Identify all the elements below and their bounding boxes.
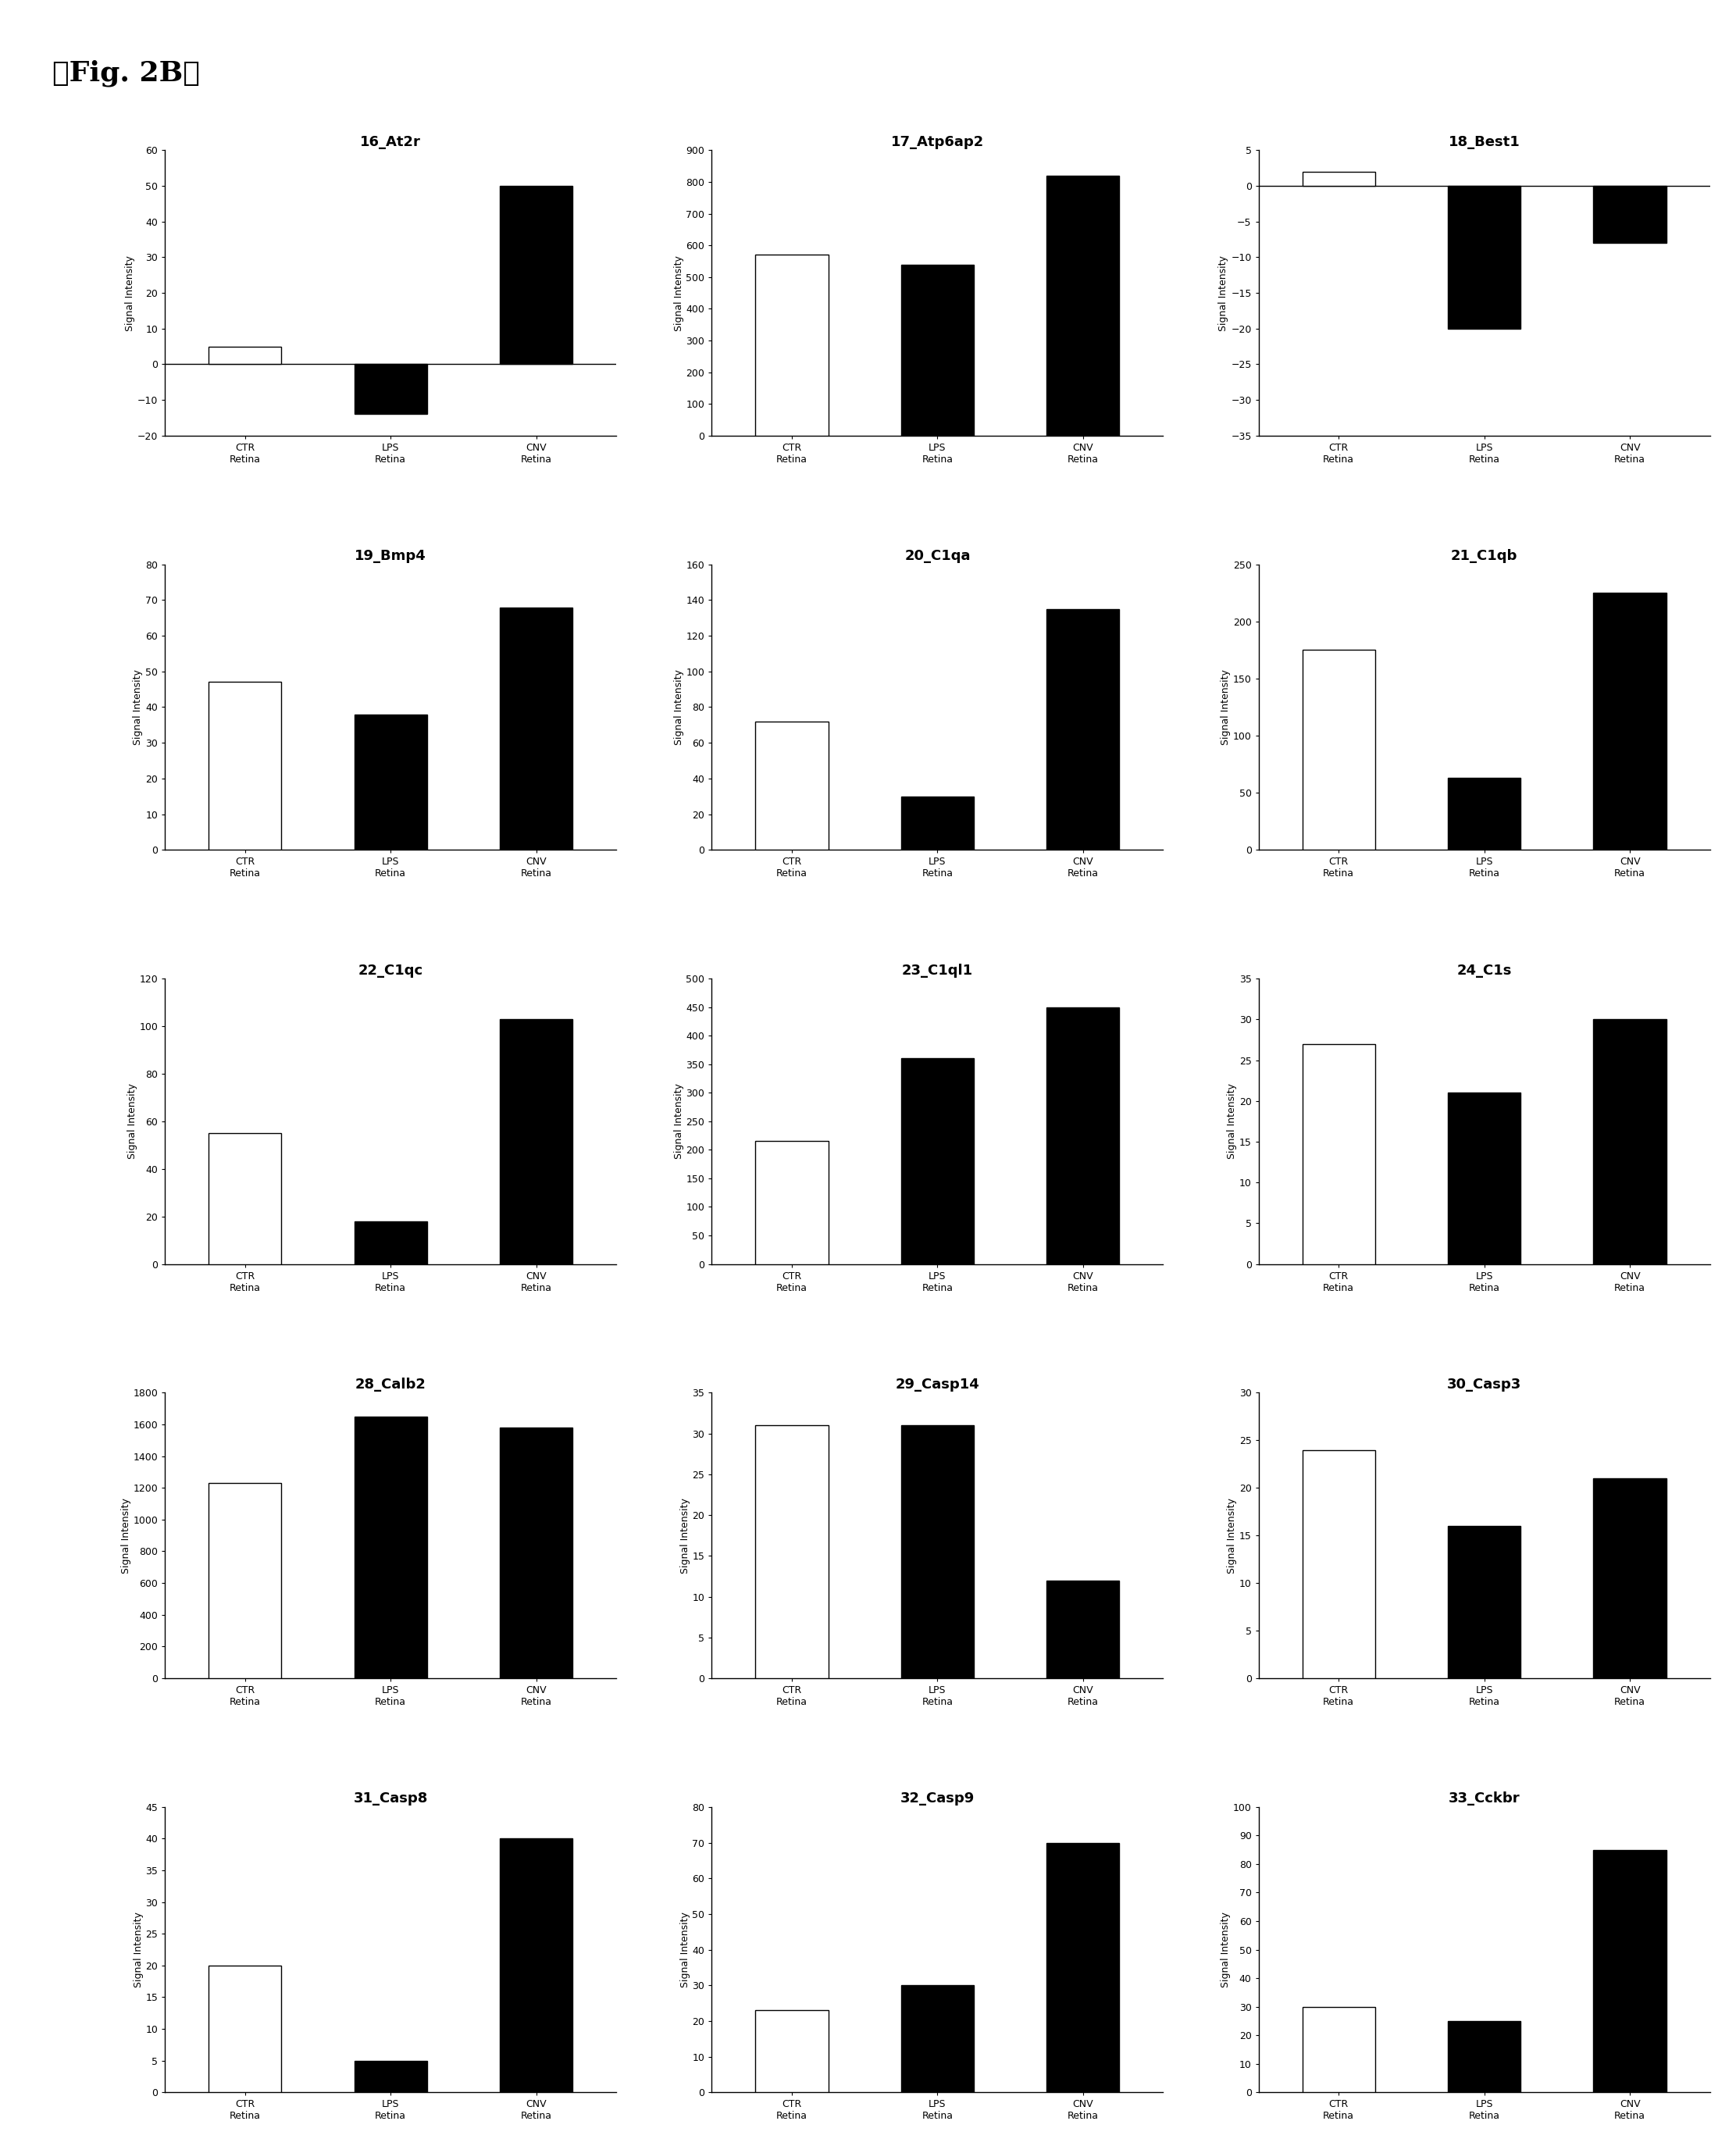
- Bar: [208, 346, 281, 365]
- Y-axis label: Signal Intensity: Signal Intensity: [1220, 1912, 1231, 1987]
- Bar: [901, 1058, 974, 1264]
- Title: 20_C1qa: 20_C1qa: [904, 549, 970, 562]
- Y-axis label: Signal Intensity: Signal Intensity: [1227, 1498, 1238, 1573]
- Y-axis label: Signal Intensity: Signal Intensity: [674, 670, 684, 745]
- Bar: [500, 1019, 573, 1264]
- Bar: [1448, 2022, 1521, 2092]
- Title: 33_Cckbr: 33_Cckbr: [1448, 1792, 1521, 1805]
- Bar: [1047, 176, 1120, 436]
- Bar: [755, 1425, 828, 1678]
- Bar: [755, 721, 828, 850]
- Bar: [1448, 1092, 1521, 1264]
- Bar: [755, 2011, 828, 2092]
- Title: 18_Best1: 18_Best1: [1448, 135, 1521, 148]
- Bar: [1448, 777, 1521, 850]
- Y-axis label: Signal Intensity: Signal Intensity: [122, 1498, 130, 1573]
- Title: 29_Casp14: 29_Casp14: [896, 1378, 979, 1391]
- Bar: [901, 1985, 974, 2092]
- Bar: [1302, 1043, 1375, 1264]
- Bar: [1594, 1850, 1667, 2092]
- Bar: [755, 255, 828, 436]
- Bar: [1047, 1843, 1120, 2092]
- Title: 32_Casp9: 32_Casp9: [901, 1792, 974, 1805]
- Title: 23_C1ql1: 23_C1ql1: [903, 964, 972, 976]
- Bar: [1448, 187, 1521, 328]
- Bar: [1594, 1019, 1667, 1264]
- Bar: [354, 715, 427, 850]
- Y-axis label: Signal Intensity: Signal Intensity: [134, 1912, 144, 1987]
- Bar: [208, 1966, 281, 2092]
- Y-axis label: Signal Intensity: Signal Intensity: [1220, 670, 1231, 745]
- Bar: [1302, 1451, 1375, 1678]
- Y-axis label: Signal Intensity: Signal Intensity: [681, 1498, 691, 1573]
- Bar: [901, 796, 974, 850]
- Bar: [500, 1427, 573, 1678]
- Bar: [1047, 1006, 1120, 1264]
- Title: 28_Calb2: 28_Calb2: [356, 1378, 425, 1391]
- Y-axis label: Signal Intensity: Signal Intensity: [1227, 1084, 1238, 1159]
- Bar: [1302, 650, 1375, 850]
- Y-axis label: Signal Intensity: Signal Intensity: [125, 255, 135, 330]
- Title: 17_Atp6ap2: 17_Atp6ap2: [891, 135, 984, 148]
- Bar: [208, 1483, 281, 1678]
- Bar: [755, 1142, 828, 1264]
- Text: 『Fig. 2B』: 『Fig. 2B』: [52, 60, 200, 88]
- Title: 16_At2r: 16_At2r: [359, 135, 422, 148]
- Y-axis label: Signal Intensity: Signal Intensity: [1219, 255, 1229, 330]
- Bar: [500, 607, 573, 850]
- Bar: [354, 1221, 427, 1264]
- Title: 31_Casp8: 31_Casp8: [354, 1792, 427, 1805]
- Y-axis label: Signal Intensity: Signal Intensity: [681, 1912, 689, 1987]
- Bar: [901, 1425, 974, 1678]
- Y-axis label: Signal Intensity: Signal Intensity: [134, 670, 142, 745]
- Bar: [208, 1133, 281, 1264]
- Bar: [1594, 592, 1667, 850]
- Title: 30_Casp3: 30_Casp3: [1448, 1378, 1521, 1391]
- Bar: [354, 365, 427, 414]
- Title: 19_Bmp4: 19_Bmp4: [354, 549, 427, 562]
- Bar: [1047, 609, 1120, 850]
- Bar: [500, 1839, 573, 2092]
- Bar: [901, 264, 974, 436]
- Bar: [354, 1416, 427, 1678]
- Bar: [1448, 1526, 1521, 1678]
- Bar: [1594, 1479, 1667, 1678]
- Bar: [1047, 1579, 1120, 1678]
- Bar: [1302, 172, 1375, 187]
- Y-axis label: Signal Intensity: Signal Intensity: [127, 1084, 137, 1159]
- Bar: [1594, 187, 1667, 242]
- Bar: [354, 2060, 427, 2092]
- Y-axis label: Signal Intensity: Signal Intensity: [674, 1084, 684, 1159]
- Title: 21_C1qb: 21_C1qb: [1451, 549, 1517, 562]
- Title: 22_C1qc: 22_C1qc: [358, 964, 424, 976]
- Bar: [500, 187, 573, 365]
- Bar: [208, 682, 281, 850]
- Y-axis label: Signal Intensity: Signal Intensity: [674, 255, 684, 330]
- Title: 24_C1s: 24_C1s: [1457, 964, 1512, 976]
- Bar: [1302, 2007, 1375, 2092]
